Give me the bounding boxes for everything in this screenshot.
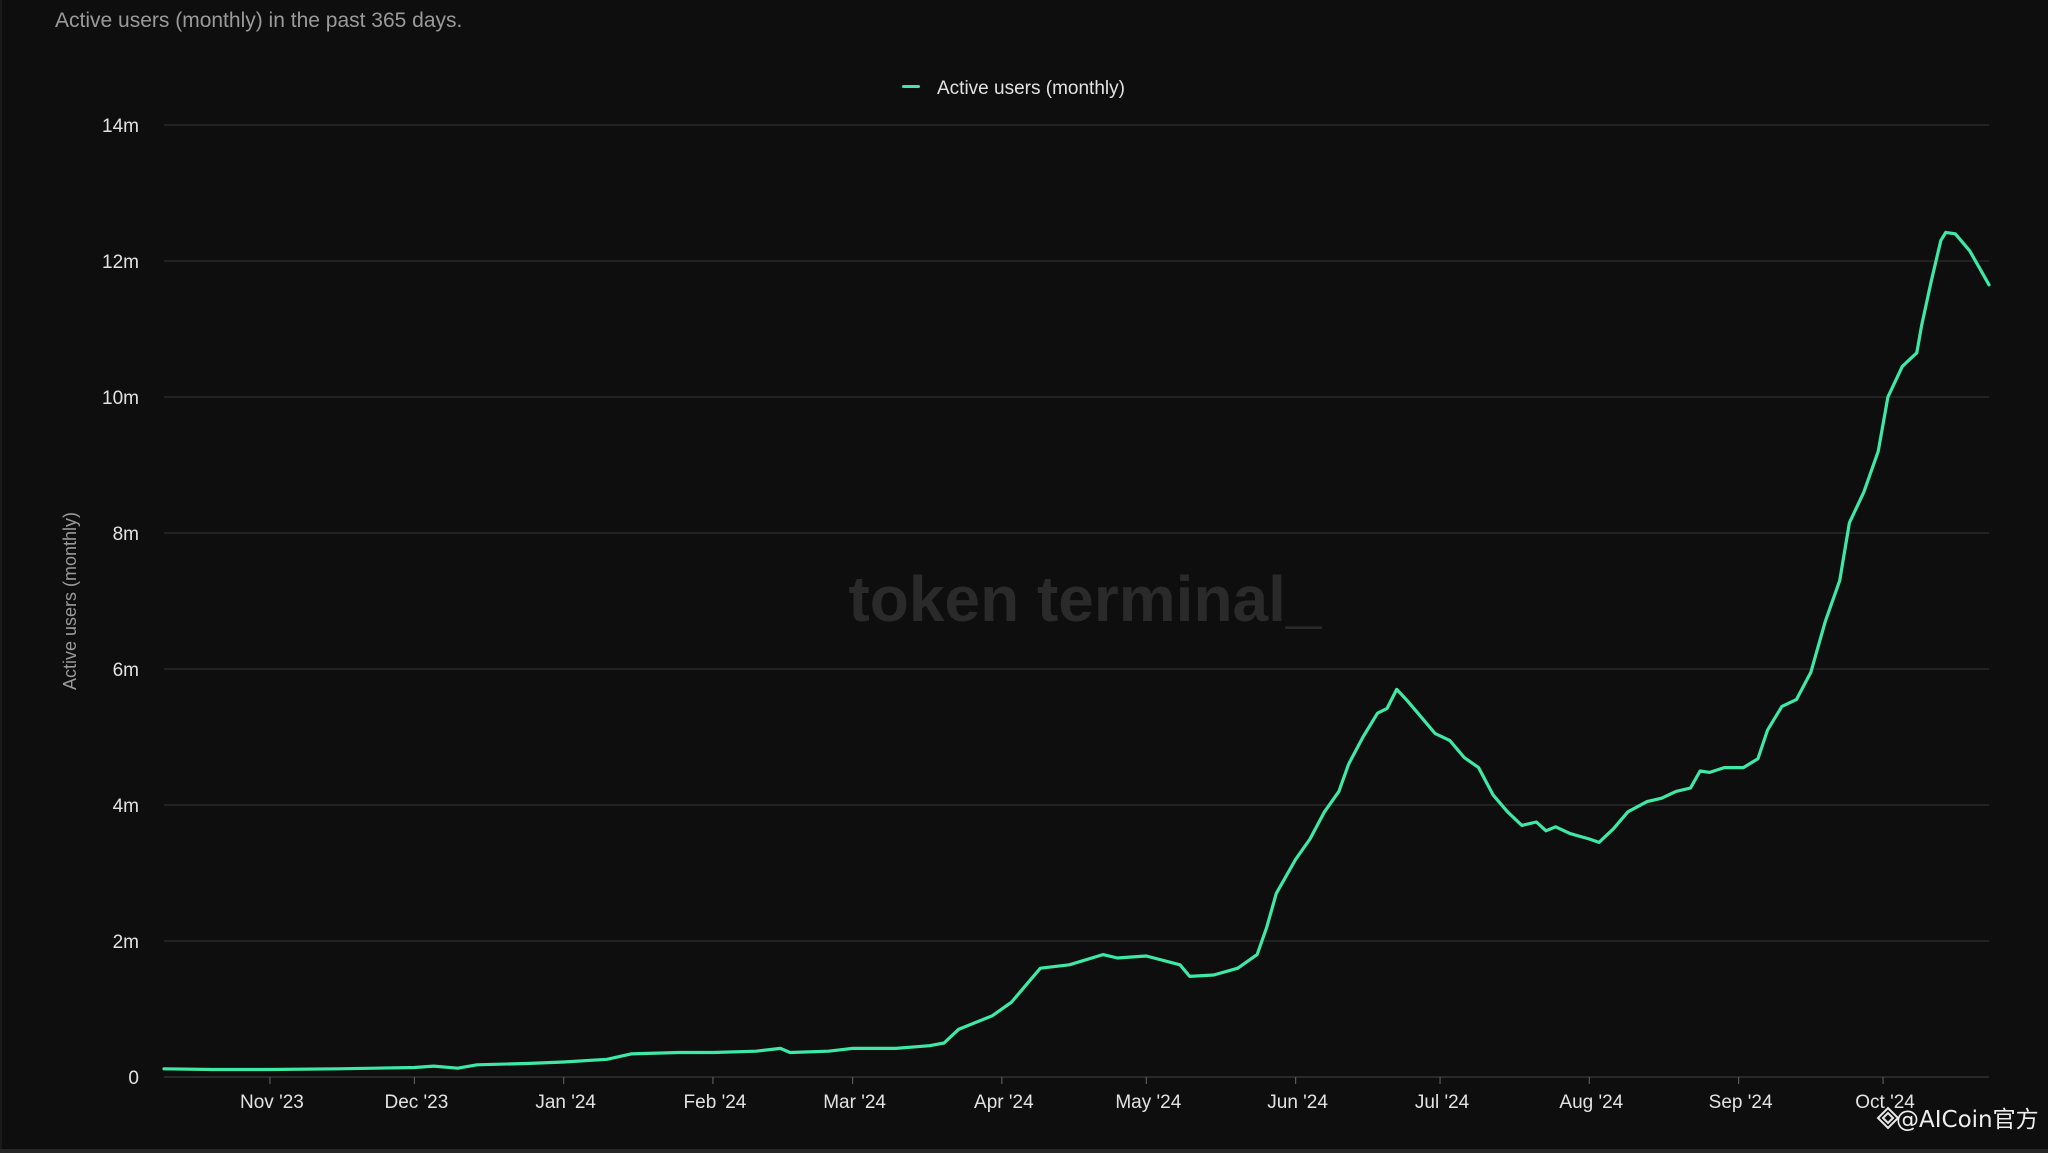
x-tick-label: Nov '23 <box>240 1092 304 1113</box>
x-tick-label: Mar '24 <box>823 1092 886 1113</box>
credit-text: @AICoin官方 <box>1896 1107 2039 1133</box>
legend-swatch-active-users <box>902 85 920 88</box>
y-tick-label: 6m <box>113 660 139 681</box>
y-tick-label: 0 <box>128 1068 139 1089</box>
aicoin-logo-icon <box>1876 1106 1900 1130</box>
credit-watermark: @AICoin官方 <box>1876 1106 2039 1133</box>
x-tick-label: May '24 <box>1115 1092 1181 1113</box>
x-tick-label: Oct '24 <box>1855 1092 1915 1113</box>
y-tick-label: 4m <box>113 796 139 817</box>
x-tick-label: Jan '24 <box>535 1092 596 1113</box>
bottom-border <box>0 1149 2048 1153</box>
left-border <box>0 0 2 1153</box>
series-line-active-users <box>162 230 1991 1072</box>
x-tick-label: Aug '24 <box>1559 1092 1623 1113</box>
x-tick-label: Feb '24 <box>684 1092 747 1113</box>
series-layer <box>162 230 1991 1072</box>
x-tick-label: Sep '24 <box>1709 1092 1773 1113</box>
y-axis-ticks: 0 2m 4m 6m 8m 10m 12m 14m <box>102 116 139 1089</box>
y-tick-label: 8m <box>113 524 139 545</box>
y-tick-label: 14m <box>102 116 139 137</box>
x-axis: Nov '23 Dec '23 Jan '24 Feb '24 Mar '24 Apr '… <box>240 1077 1915 1113</box>
legend: Active users (monthly) <box>902 78 1125 99</box>
y-tick-label: 12m <box>102 252 139 273</box>
x-tick-label: Dec '23 <box>384 1092 448 1113</box>
chart-subtitle: Active users (monthly) in the past 365 d… <box>55 9 462 32</box>
watermark-logo: token terminal_ <box>848 563 1322 635</box>
x-tick-label: Jul '24 <box>1415 1092 1470 1113</box>
legend-label-active-users: Active users (monthly) <box>937 78 1125 99</box>
x-tick-label: Jun '24 <box>1267 1092 1328 1113</box>
x-tick-label: Apr '24 <box>974 1092 1034 1113</box>
y-tick-label: 2m <box>113 932 139 953</box>
y-tick-label: 10m <box>102 388 139 409</box>
grid-lines <box>164 124 1989 1078</box>
y-axis-label: Active users (monthly) <box>60 512 80 690</box>
